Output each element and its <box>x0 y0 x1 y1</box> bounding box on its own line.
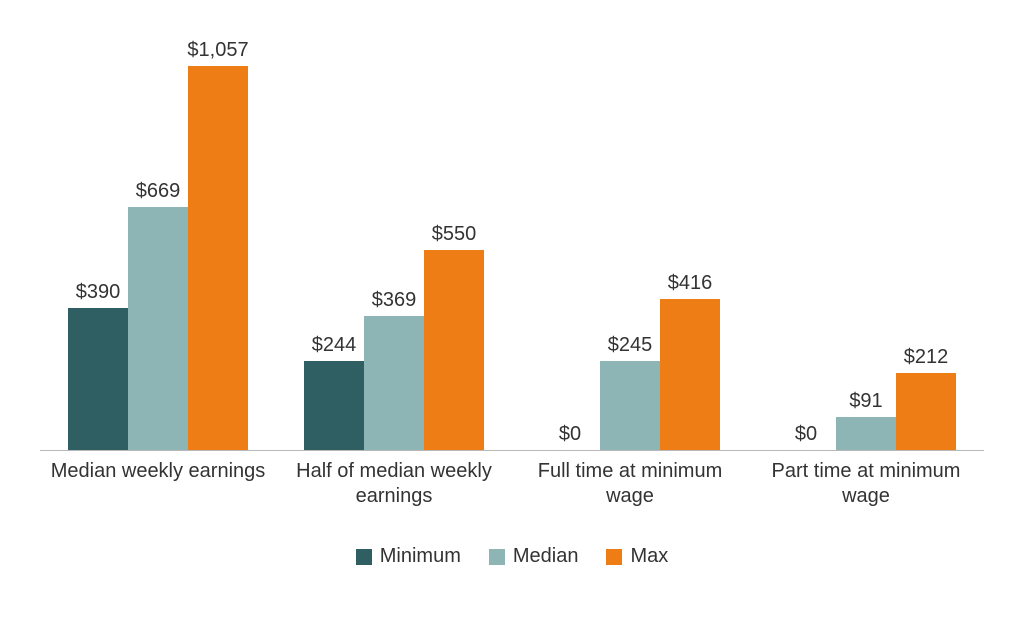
bar: $212 <box>896 346 956 450</box>
x-category-label: Part time at minimum wage <box>748 459 984 509</box>
legend-item: Minimum <box>356 545 461 568</box>
bar-value-label: $669 <box>136 180 181 203</box>
bar: $416 <box>660 272 720 450</box>
bar-group: $0 $245 $416 <box>512 272 748 450</box>
x-category-label: Half of median weekly earnings <box>276 459 512 509</box>
bar: $91 <box>836 390 896 450</box>
bar: $244 <box>304 334 364 450</box>
bar: $390 <box>68 281 128 450</box>
bar-rect <box>304 361 364 450</box>
x-category-label: Median weekly earnings <box>40 459 276 484</box>
legend-label: Minimum <box>380 545 461 568</box>
bar-group: $0 $91 $212 <box>748 346 984 450</box>
bar-value-label: $244 <box>312 334 357 357</box>
bar-group: $244 $369 $550 <box>276 223 512 450</box>
legend-swatch <box>606 549 622 565</box>
bar-rect <box>68 308 128 450</box>
bar-rect <box>896 373 956 450</box>
bar-value-label: $390 <box>76 281 121 304</box>
legend-swatch <box>489 549 505 565</box>
bar-rect <box>128 207 188 450</box>
plot-area: $390 $669 $1,057 $244 $369 $550 $0 $245 $416 $0 $9… <box>40 20 984 451</box>
bar-value-label: $91 <box>849 390 882 413</box>
bar-value-label: $550 <box>432 223 477 246</box>
legend-item: Median <box>489 545 579 568</box>
bar: $245 <box>600 334 660 450</box>
bar-value-label: $369 <box>372 289 417 312</box>
bar-rect <box>600 361 660 450</box>
legend-label: Median <box>513 545 579 568</box>
bar: $669 <box>128 180 188 450</box>
bar: $369 <box>364 289 424 450</box>
bar-value-label: $245 <box>608 334 653 357</box>
bar-rect <box>188 66 248 450</box>
bar: $1,057 <box>188 39 248 450</box>
bar-rect <box>836 417 896 450</box>
legend-swatch <box>356 549 372 565</box>
legend-item: Max <box>606 545 668 568</box>
bar: $0 <box>540 423 600 450</box>
bar-rect <box>660 299 720 450</box>
bar: $0 <box>776 423 836 450</box>
bar-group: $390 $669 $1,057 <box>40 39 276 450</box>
earnings-bar-chart: $390 $669 $1,057 $244 $369 $550 $0 $245 $416 $0 $9… <box>40 20 984 459</box>
bar-rect <box>364 316 424 450</box>
legend-label: Max <box>630 545 668 568</box>
bar-rect <box>424 250 484 450</box>
bar-value-label: $416 <box>668 272 713 295</box>
x-category-label: Full time at minimum wage <box>512 459 748 509</box>
legend: Minimum Median Max <box>40 545 984 568</box>
bar: $550 <box>424 223 484 450</box>
bar-value-label: $212 <box>904 346 949 369</box>
bar-value-label: $0 <box>795 423 817 446</box>
bar-value-label: $0 <box>559 423 581 446</box>
bar-value-label: $1,057 <box>187 39 248 62</box>
